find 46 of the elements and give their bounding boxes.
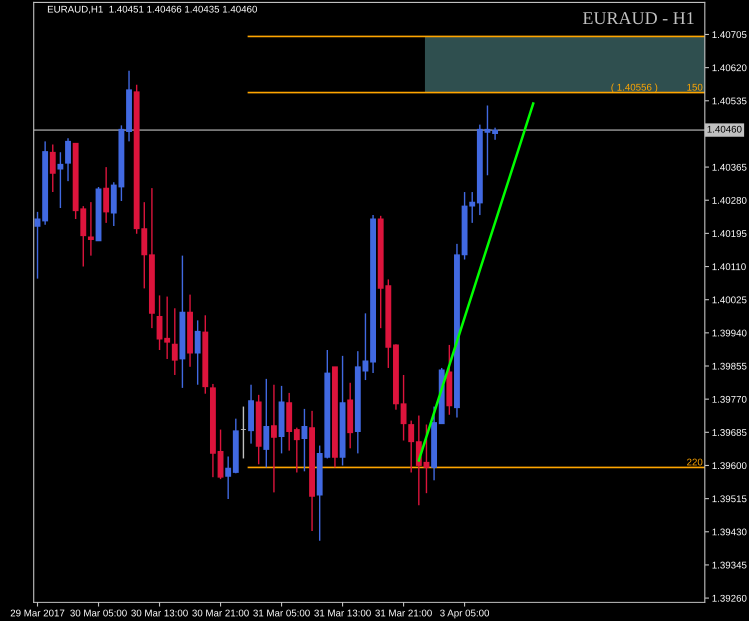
y-tick-label: 1.40280 (712, 196, 747, 204)
candlestick (88, 201, 94, 256)
y-tick-label: 1.40620 (712, 64, 747, 72)
y-tick-label: 1.39345 (712, 562, 746, 569)
candlestick (270, 384, 277, 494)
y-tick-label: 1.39770 (712, 396, 747, 403)
candlestick (469, 191, 476, 224)
candlestick (103, 166, 110, 224)
y-tick-label: 1.39685 (712, 429, 746, 436)
candlestick (65, 138, 71, 182)
x-tick-label: 29 Mar 2017 (10, 610, 64, 616)
candlestick (240, 406, 246, 460)
x-tick-label: 3 Apr 05:00 (440, 610, 490, 618)
y-tick-label: 1.40110 (712, 263, 746, 270)
x-tick-label: 31 Mar 13:00 (314, 610, 371, 616)
y-tick-label: 1.39855 (712, 362, 746, 370)
candlestick (302, 408, 308, 472)
x-tick-label: 30 Mar 21:00 (192, 610, 249, 616)
y-tick-label: 1.39600 (712, 462, 747, 470)
ref-line-label: ( 1.40556 ) (611, 84, 658, 93)
x-tick-label: 30 Mar 05:00 (70, 610, 127, 616)
candlestick (194, 320, 201, 386)
y-tick-label: 1.39430 (712, 528, 747, 536)
y-tick-label: 1.39940 (712, 330, 747, 336)
candlestick (408, 420, 414, 474)
annotation: 220 (687, 458, 702, 466)
x-tick-label: 31 Mar 21:00 (375, 610, 432, 616)
x-tick-label: 31 Mar 05:00 (253, 610, 310, 616)
candlestick (57, 152, 64, 209)
candlestick (225, 456, 232, 500)
candlestick (172, 308, 178, 376)
chart-title: EURAUD - H1 (582, 12, 694, 24)
y-tick-label: 1.40195 (712, 230, 746, 238)
y-tick-label: 1.39260 (712, 594, 747, 602)
x-tick-label: 30 Mar 13:00 (131, 610, 188, 616)
y-tick-label: 1.39515 (712, 495, 746, 502)
y-tick-label: 1.40535 (712, 98, 746, 104)
annotation: EURAUD,H1 1.40451 1.40466 1.40435 1.40460 (48, 6, 258, 14)
candlestick (294, 426, 300, 474)
y-tick-label: 1.40025 (712, 296, 746, 304)
candlestick (50, 144, 56, 193)
y-tick-label: 1.40705 (712, 31, 746, 38)
ref-line-label: 1.40460 (708, 126, 742, 133)
annotation: 150 (687, 84, 702, 91)
candlestick (263, 378, 270, 468)
y-tick-label: 1.40365 (712, 164, 746, 171)
